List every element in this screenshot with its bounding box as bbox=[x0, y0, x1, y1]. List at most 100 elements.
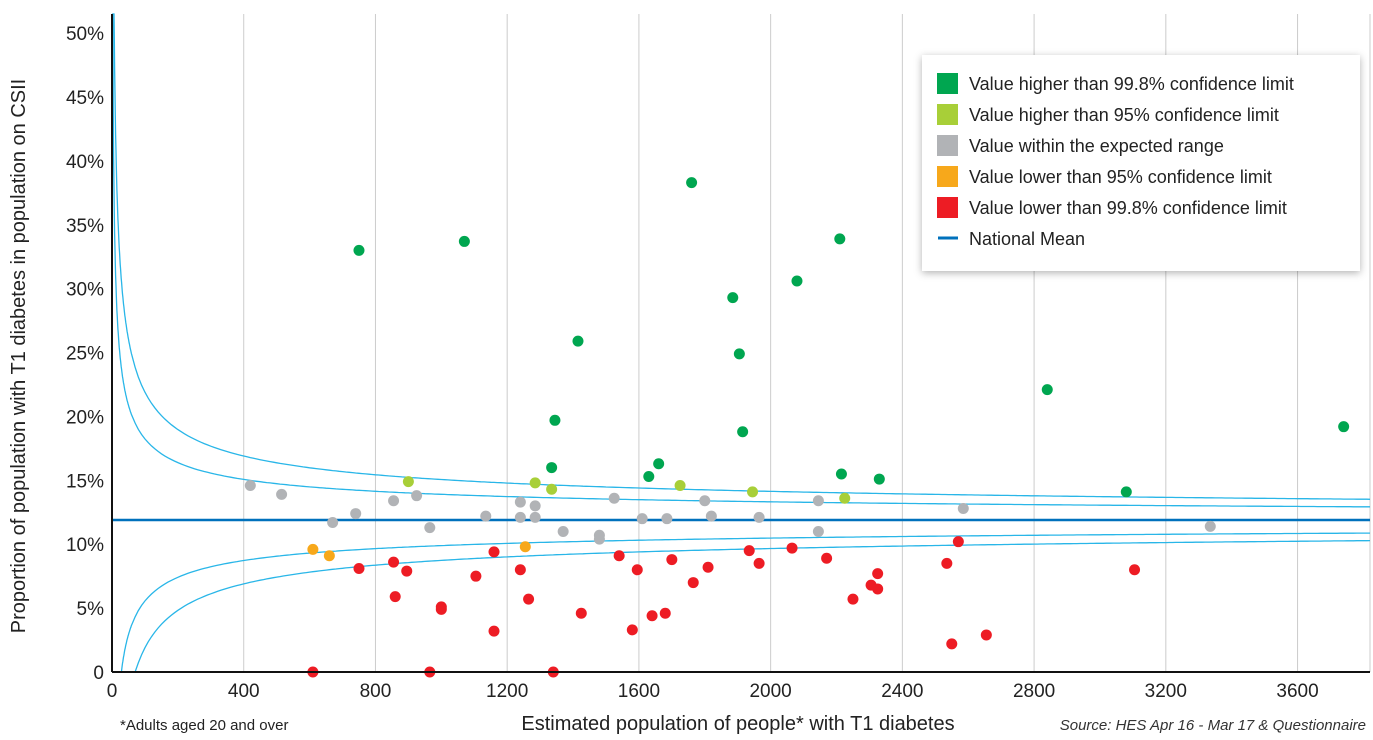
legend-label-expected: Value within the expected range bbox=[969, 136, 1224, 156]
data-points bbox=[244, 177, 1350, 678]
point-high95-3 bbox=[674, 479, 686, 491]
legend-label-mean: National Mean bbox=[969, 229, 1085, 249]
point-high95-1 bbox=[529, 477, 541, 489]
point-low998-24 bbox=[753, 557, 765, 569]
y-tick-label-3: 15% bbox=[66, 471, 104, 492]
x-tick-label-7: 2800 bbox=[1013, 681, 1055, 702]
point-low998-12 bbox=[523, 593, 535, 605]
point-high95-2 bbox=[546, 483, 558, 495]
upper-998-limit-curve bbox=[112, 13, 1371, 500]
x-tick-label-2: 800 bbox=[360, 681, 392, 702]
point-expected-4 bbox=[388, 495, 400, 507]
point-high998-15 bbox=[1041, 384, 1053, 396]
source-note: Source: HES Apr 16 - Mar 17 & Questionna… bbox=[1060, 717, 1366, 734]
point-high998-8 bbox=[727, 292, 739, 304]
point-low998-26 bbox=[821, 552, 833, 564]
point-expected-21 bbox=[812, 495, 824, 507]
point-low998-35 bbox=[1129, 564, 1141, 576]
legend-label-low95: Value lower than 95% confidence limit bbox=[969, 167, 1272, 187]
y-tick-label-8: 40% bbox=[66, 152, 104, 173]
point-expected-23 bbox=[957, 502, 969, 514]
x-tick-label-4: 1600 bbox=[618, 681, 660, 702]
y-tick-label-10: 50% bbox=[66, 24, 104, 45]
point-low998-15 bbox=[613, 550, 625, 562]
point-expected-2 bbox=[327, 517, 339, 529]
y-tick-label-2: 10% bbox=[66, 535, 104, 556]
legend-box bbox=[922, 55, 1360, 271]
point-high998-16 bbox=[1120, 486, 1132, 498]
x-tick-label-8: 3200 bbox=[1145, 681, 1187, 702]
point-low998-29 bbox=[872, 568, 884, 580]
point-low998-6 bbox=[435, 603, 447, 615]
point-expected-19 bbox=[705, 510, 717, 522]
point-low998-2 bbox=[388, 556, 400, 568]
point-low998-14 bbox=[575, 607, 587, 619]
y-tick-label-4: 20% bbox=[66, 407, 104, 428]
point-low998-21 bbox=[687, 577, 699, 589]
point-low95-2 bbox=[519, 541, 531, 553]
legend-label-high998: Value higher than 99.8% confidence limit bbox=[969, 74, 1294, 94]
legend-swatch-low998 bbox=[937, 197, 958, 218]
point-high998-11 bbox=[791, 275, 803, 287]
y-tick-label-5: 25% bbox=[66, 344, 104, 365]
point-low998-34 bbox=[980, 629, 992, 641]
lower-95-limit-curve bbox=[112, 532, 1370, 673]
point-low998-23 bbox=[743, 545, 755, 557]
point-expected-20 bbox=[753, 511, 765, 523]
x-tick-label-3: 1200 bbox=[486, 681, 528, 702]
point-high998-13 bbox=[835, 468, 847, 480]
point-low998-16 bbox=[626, 624, 638, 636]
tick-labels: 0 400 800 1200 1600 2000 2400 2800 3200 3600 0 5% 10… bbox=[66, 24, 1319, 702]
point-low998-22 bbox=[702, 561, 714, 573]
point-low998-18 bbox=[646, 610, 658, 622]
point-low95-1 bbox=[323, 550, 335, 562]
point-expected-22 bbox=[812, 525, 824, 537]
point-expected-15 bbox=[608, 492, 620, 504]
point-high998-7 bbox=[686, 177, 698, 189]
y-tick-label-6: 30% bbox=[66, 280, 104, 301]
axes bbox=[111, 14, 1370, 673]
x-tick-label-6: 2400 bbox=[881, 681, 923, 702]
point-low95-0 bbox=[307, 543, 319, 555]
point-high998-6 bbox=[653, 458, 665, 470]
point-low998-25 bbox=[786, 542, 798, 554]
point-high998-10 bbox=[737, 426, 749, 438]
point-high998-3 bbox=[549, 414, 561, 426]
legend-swatch-high998 bbox=[937, 73, 958, 94]
point-low998-4 bbox=[401, 565, 413, 577]
x-tick-label-0: 0 bbox=[107, 681, 118, 702]
x-tick-label-9: 3600 bbox=[1276, 681, 1318, 702]
point-high998-2 bbox=[572, 335, 584, 347]
point-low998-31 bbox=[941, 557, 953, 569]
legend-label-high95: Value higher than 95% confidence limit bbox=[969, 105, 1279, 125]
legend-label-low998: Value lower than 99.8% confidence limit bbox=[969, 198, 1287, 218]
point-low998-27 bbox=[847, 593, 859, 605]
point-low998-11 bbox=[514, 564, 526, 576]
point-expected-6 bbox=[424, 522, 436, 534]
point-high998-5 bbox=[643, 471, 655, 483]
point-expected-11 bbox=[529, 511, 541, 523]
point-low998-10 bbox=[488, 625, 500, 637]
legend: Value higher than 99.8% confidence limit… bbox=[922, 55, 1360, 271]
point-expected-18 bbox=[699, 495, 711, 507]
y-tick-label-7: 35% bbox=[66, 216, 104, 237]
x-tick-label-1: 400 bbox=[228, 681, 260, 702]
point-high998-9 bbox=[733, 348, 745, 360]
point-low998-20 bbox=[666, 554, 678, 566]
point-expected-10 bbox=[529, 500, 541, 512]
legend-swatch-high95 bbox=[937, 104, 958, 125]
x-axis-title: Estimated population of people* with T1 … bbox=[521, 713, 954, 735]
point-expected-16 bbox=[636, 513, 648, 525]
point-high95-0 bbox=[402, 476, 414, 488]
point-low998-17 bbox=[631, 564, 643, 576]
point-high95-4 bbox=[747, 486, 759, 498]
point-high998-14 bbox=[873, 473, 885, 485]
point-low998-32 bbox=[946, 638, 958, 650]
point-expected-0 bbox=[244, 479, 256, 491]
y-tick-label-1: 5% bbox=[77, 599, 105, 620]
point-high95-5 bbox=[839, 492, 851, 504]
y-tick-label-0: 0 bbox=[93, 663, 104, 684]
point-high998-1 bbox=[458, 235, 470, 247]
point-low998-30 bbox=[872, 583, 884, 595]
point-low998-19 bbox=[659, 607, 671, 619]
